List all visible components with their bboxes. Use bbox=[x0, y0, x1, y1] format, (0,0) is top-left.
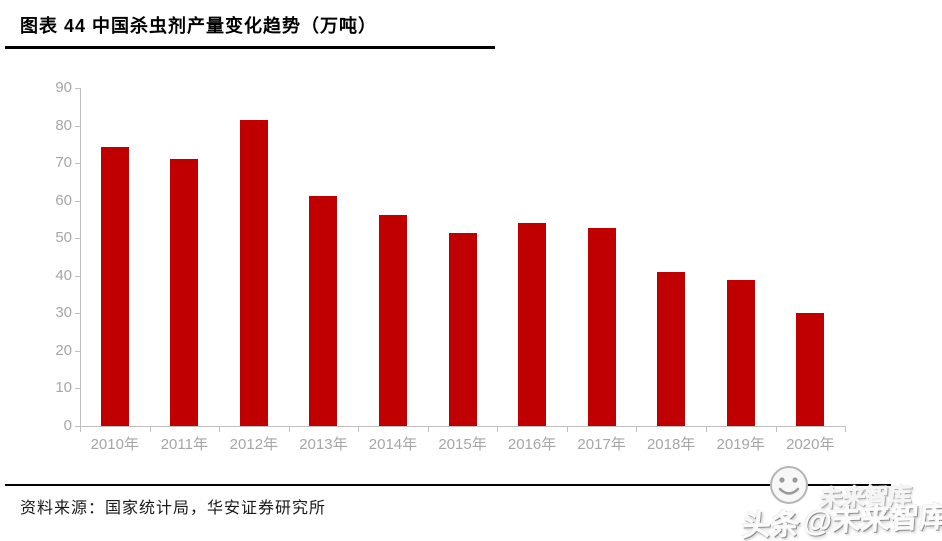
x-axis-tick-label: 2010年 bbox=[90, 436, 139, 453]
x-axis-tick bbox=[775, 426, 777, 432]
y-axis-tick-label: 90 bbox=[55, 79, 72, 96]
smiley-face-icon bbox=[768, 464, 810, 511]
y-axis-tick-label: 70 bbox=[55, 154, 72, 172]
x-axis-tick bbox=[636, 426, 638, 432]
bar bbox=[239, 120, 268, 426]
data-source-note: 资料来源：国家统计局，华安证券研究所 bbox=[20, 500, 327, 517]
title-underline bbox=[5, 46, 495, 49]
y-axis-tick-label: 20 bbox=[55, 341, 72, 359]
x-axis-tick bbox=[80, 426, 81, 432]
y-axis-tick bbox=[75, 238, 80, 240]
y-axis-line bbox=[80, 88, 81, 427]
x-axis-tick-label: 2013年 bbox=[299, 436, 348, 453]
x-axis-tick bbox=[566, 426, 568, 432]
y-axis-tick-label: 40 bbox=[55, 266, 72, 284]
x-axis-tick-label: 2019年 bbox=[716, 436, 765, 453]
x-axis-tick-label: 2015年 bbox=[438, 436, 487, 453]
x-axis-tick bbox=[288, 426, 290, 432]
x-axis-tick bbox=[149, 426, 151, 432]
x-axis-tick bbox=[705, 426, 707, 432]
bar bbox=[100, 146, 129, 426]
y-axis-tick bbox=[75, 88, 80, 89]
x-axis-line bbox=[80, 426, 846, 427]
x-axis-tick-label: 2018年 bbox=[646, 436, 696, 453]
watermark-brand-text: 头条 bbox=[740, 508, 802, 541]
watermark: 未来智库 头条 @未来智库 bbox=[738, 458, 942, 541]
x-axis-tick bbox=[358, 426, 360, 432]
y-axis-tick bbox=[75, 200, 80, 202]
bar bbox=[726, 279, 755, 426]
bar bbox=[587, 228, 616, 426]
y-axis-tick bbox=[75, 313, 80, 315]
x-axis-tick-label: 2017年 bbox=[577, 436, 626, 453]
y-axis-tick bbox=[75, 388, 80, 390]
footer-divider bbox=[5, 484, 891, 486]
bar bbox=[170, 159, 199, 426]
x-axis-tick bbox=[219, 426, 221, 432]
bar bbox=[448, 233, 477, 426]
x-axis-tick bbox=[497, 426, 499, 432]
y-axis-tick-label: 30 bbox=[55, 304, 72, 322]
y-axis-tick-label: 0 bbox=[63, 417, 72, 434]
y-axis-tick-label: 10 bbox=[55, 379, 72, 397]
y-axis-tick-label: 60 bbox=[55, 191, 72, 209]
x-axis-tick-label: 2016年 bbox=[507, 436, 557, 453]
x-axis-tick-label: 2011年 bbox=[160, 436, 208, 453]
chart-title: 图表 44 中国杀虫剂产量变化趋势（万吨） bbox=[20, 16, 378, 36]
y-axis-tick bbox=[75, 275, 80, 277]
x-axis-tick-label: 2012年 bbox=[229, 436, 279, 453]
x-axis-tick-label: 2020年 bbox=[786, 436, 835, 453]
watermark-handle-text: @未来智库 bbox=[802, 501, 942, 539]
x-axis-tick bbox=[845, 426, 847, 432]
bar bbox=[309, 195, 338, 426]
bar-chart: 0 10 20 30 40 50 60 70 80 90 2010年 2011年 2012年 2013年 2… bbox=[55, 79, 847, 453]
y-axis-tick-label: 50 bbox=[55, 229, 72, 247]
bar bbox=[796, 312, 825, 426]
bar bbox=[378, 215, 407, 426]
x-axis-tick bbox=[427, 426, 429, 432]
y-axis-tick bbox=[75, 163, 80, 165]
y-axis-tick-label: 80 bbox=[55, 116, 72, 134]
y-axis-tick bbox=[75, 350, 80, 352]
y-axis-tick bbox=[75, 426, 80, 427]
bar bbox=[518, 223, 547, 426]
y-axis-tick bbox=[75, 125, 80, 127]
x-axis-tick-label: 2014年 bbox=[368, 436, 418, 453]
bar bbox=[657, 272, 686, 426]
